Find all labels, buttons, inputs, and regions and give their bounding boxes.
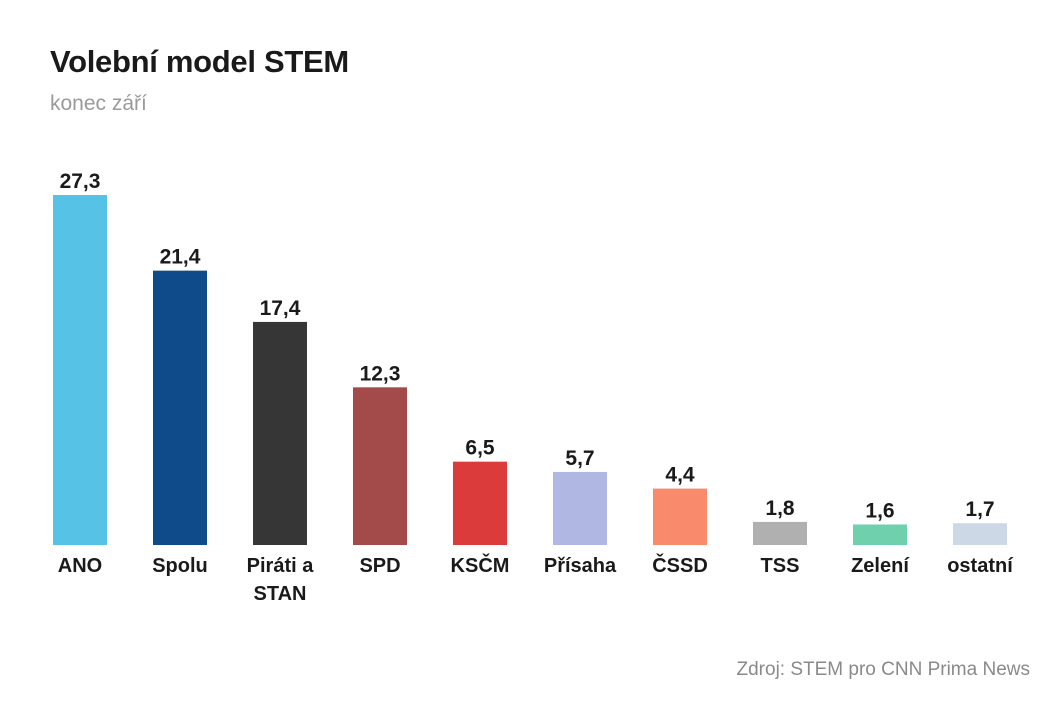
bars-group bbox=[53, 195, 1007, 545]
category-label-0: ANO bbox=[58, 555, 102, 577]
category-label-6: ČSSD bbox=[652, 553, 708, 577]
value-labels-group: 27,3 21,4 17,4 12,3 6,5 5,7 4,4 1,8 1,6 1,7 bbox=[60, 170, 995, 522]
category-label-2-line-1: STAN bbox=[254, 583, 307, 605]
value-label-9: 1,7 bbox=[965, 498, 994, 521]
value-label-8: 1,6 bbox=[865, 499, 894, 522]
chart-title: Volební model STEM bbox=[50, 44, 349, 79]
bar-6 bbox=[653, 488, 707, 545]
bar-4 bbox=[453, 461, 507, 545]
bar-9 bbox=[953, 523, 1007, 545]
category-labels-group: ANO Spolu Piráti a STAN SPD KSČM Přísaha ČSSD TS… bbox=[58, 553, 1014, 605]
category-label-3: SPD bbox=[359, 555, 400, 577]
source-note: Zdroj: STEM pro CNN Prima News bbox=[736, 659, 1031, 680]
value-label-2: 17,4 bbox=[260, 297, 301, 320]
value-label-7: 1,8 bbox=[765, 497, 795, 520]
bar-7 bbox=[753, 521, 807, 545]
category-label-1: Spolu bbox=[152, 555, 208, 577]
value-label-3: 12,3 bbox=[360, 362, 401, 385]
category-label-4: KSČM bbox=[451, 553, 510, 577]
bar-1 bbox=[153, 270, 207, 545]
bar-0 bbox=[53, 195, 107, 545]
category-label-9: ostatní bbox=[947, 555, 1014, 577]
value-label-5: 5,7 bbox=[565, 447, 594, 470]
chart-subtitle: konec září bbox=[50, 92, 147, 115]
value-label-1: 21,4 bbox=[160, 246, 201, 269]
category-label-7: TSS bbox=[761, 555, 800, 577]
bar-5 bbox=[553, 471, 607, 545]
bar-3 bbox=[353, 387, 407, 545]
category-label-8: Zelení bbox=[851, 555, 910, 577]
value-label-0: 27,3 bbox=[60, 170, 101, 193]
category-label-5: Přísaha bbox=[544, 555, 617, 577]
bar-2 bbox=[253, 321, 307, 545]
bar-8 bbox=[853, 524, 907, 545]
value-label-6: 4,4 bbox=[665, 464, 695, 487]
value-label-4: 6,5 bbox=[465, 437, 495, 460]
category-label-2-line-0: Piráti a bbox=[247, 555, 315, 577]
